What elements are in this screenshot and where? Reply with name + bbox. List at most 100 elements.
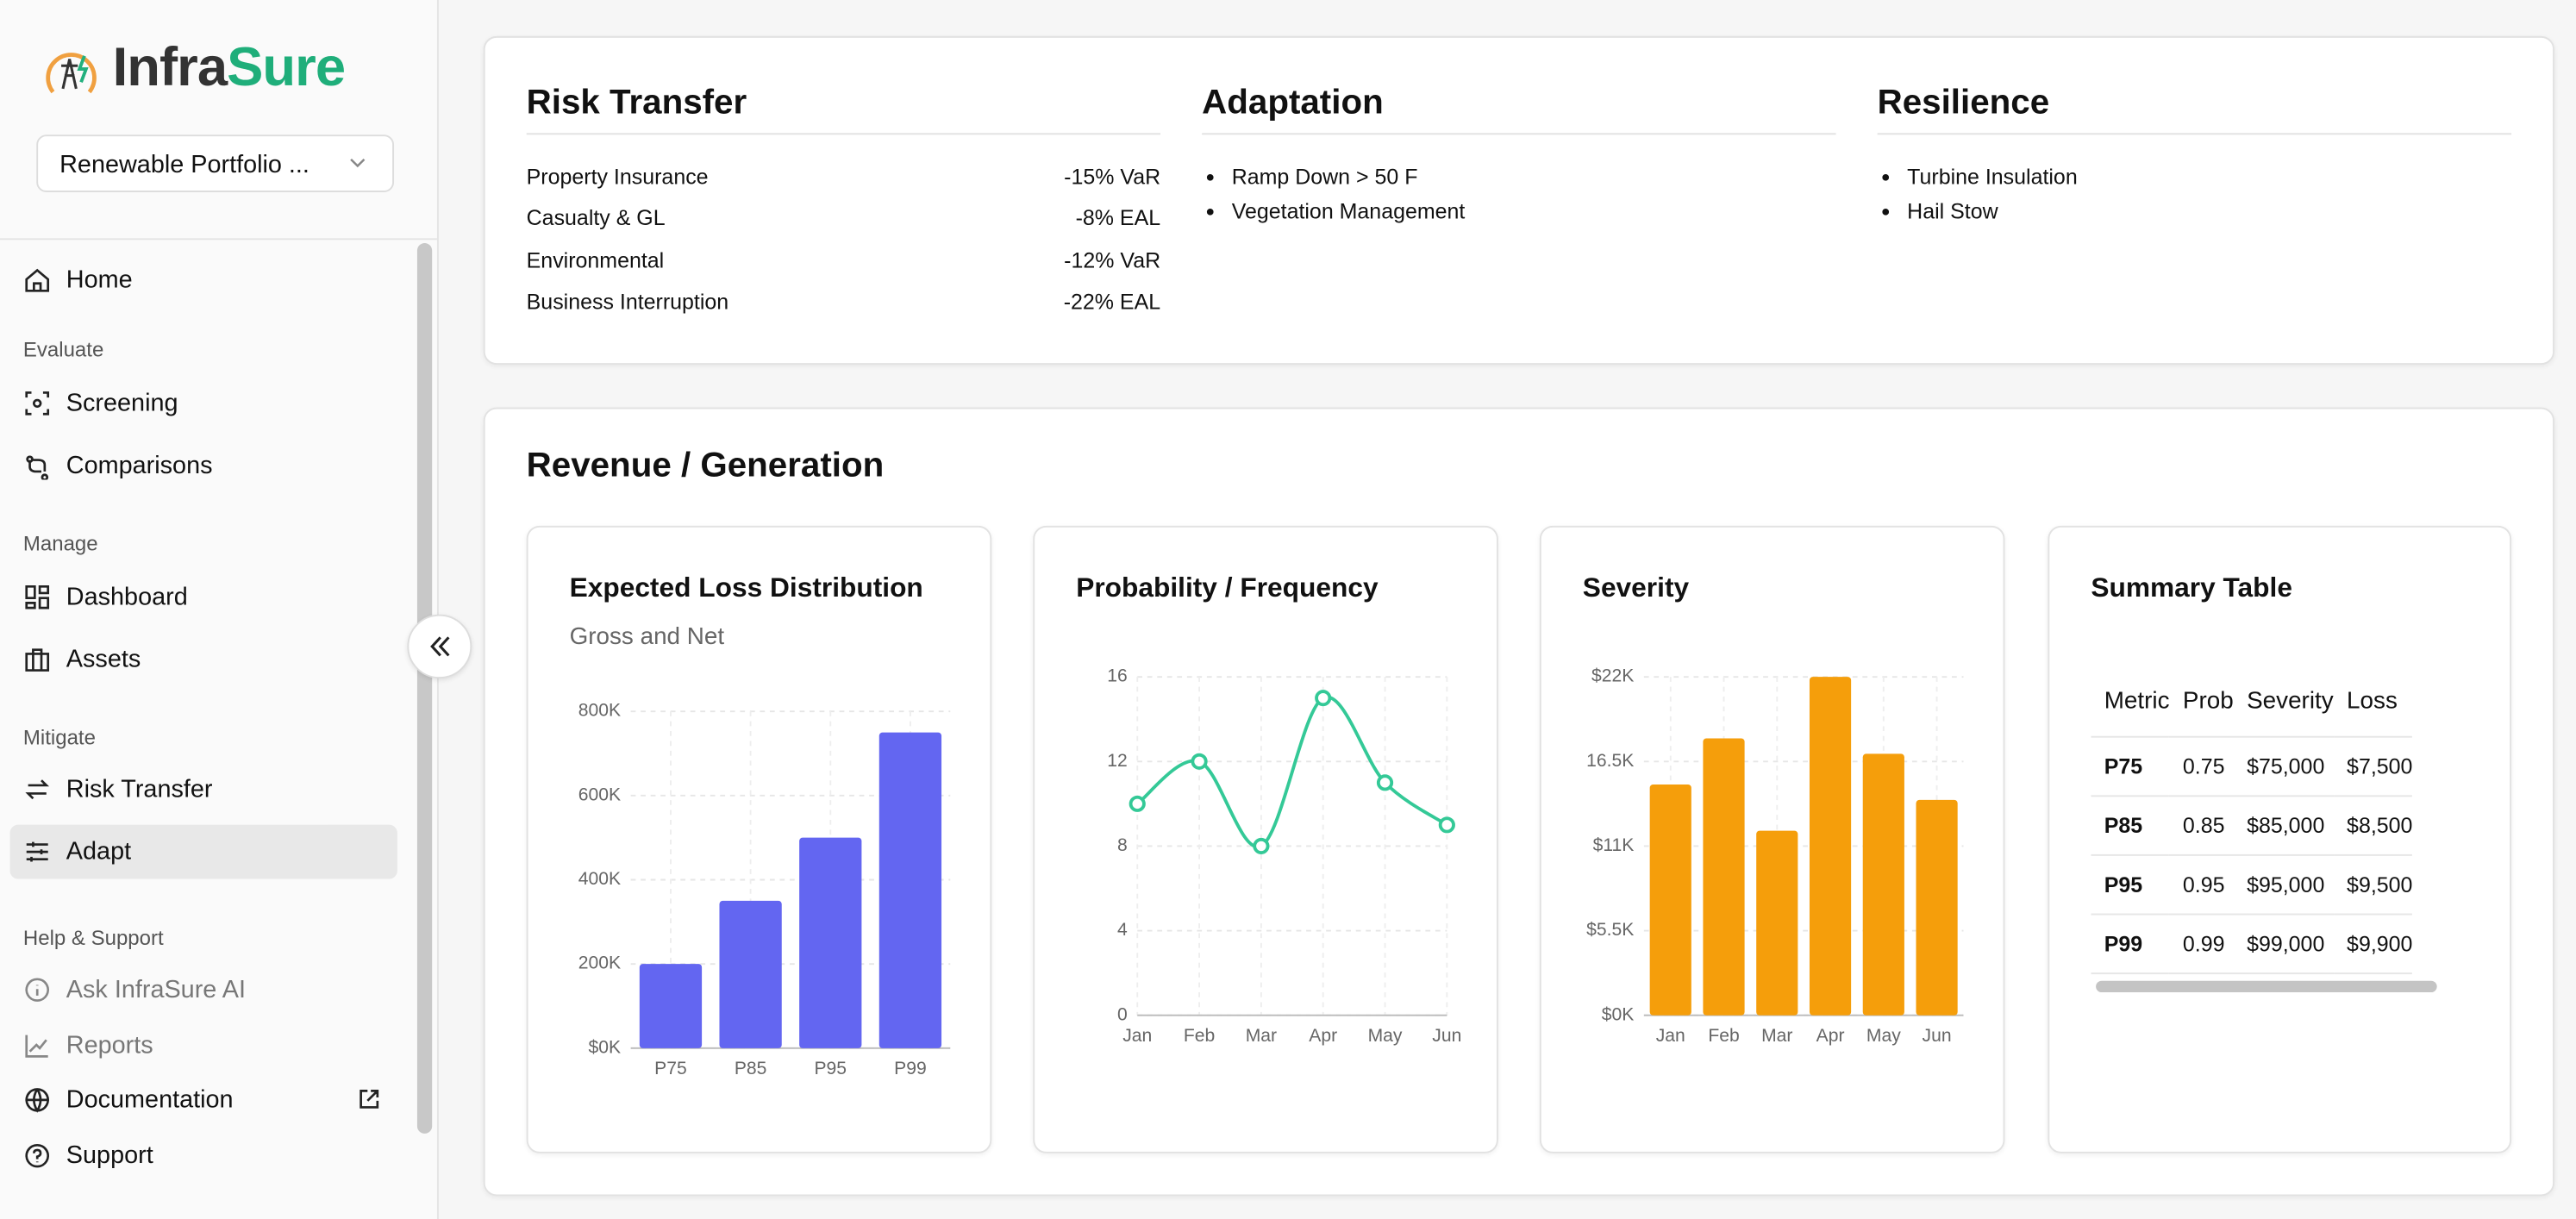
table-body: P75 0.75 $75,000 $7,500 P85 0.85 $85,000 $8,500… <box>2091 736 2413 975</box>
nav-item[interactable]: Assets <box>23 642 141 675</box>
rule <box>526 133 1161 135</box>
risk-transfer-list: Property Insurance -15% VaR Casualty & GL -… <box>527 165 1160 331</box>
collapse-button[interactable] <box>407 614 472 679</box>
table-cell: 0.75 <box>2169 736 2234 797</box>
nav-label: Documentation <box>66 1085 234 1114</box>
chart-card: Expected Loss Distribution Gross and Net $… <box>526 525 992 1153</box>
strategy-item: Vegetation Management <box>1232 199 1466 224</box>
nav-label: Dashboard <box>66 582 188 610</box>
table-cell: P99 <box>2091 914 2170 975</box>
chart: $0K 200K 400K 600K 800K P75 P85 P95 P99 <box>578 701 951 1078</box>
bar <box>1916 799 1958 1016</box>
icon-path <box>25 584 50 609</box>
nav-item[interactable]: Ask InfraSure AI <box>23 972 246 1005</box>
x-tick-label: Mar <box>1246 1026 1277 1046</box>
bar <box>1809 677 1852 1016</box>
point <box>1191 753 1208 770</box>
nav-item[interactable]: Support <box>23 1139 153 1172</box>
x-tick-label: May <box>1368 1026 1403 1046</box>
nav-icon <box>26 841 48 861</box>
icon-path <box>25 391 50 415</box>
column-header: Prob <box>2169 666 2234 738</box>
table-row: P95 0.95 $95,000 $9,500 <box>2091 854 2413 916</box>
nav-item[interactable]: Reports <box>23 1028 153 1061</box>
table-cell: $75,000 <box>2233 736 2334 797</box>
scrollbar <box>416 243 433 1134</box>
portfolio-select[interactable]: Renewable Portfolio ... <box>36 134 395 192</box>
nav-icon <box>25 1142 49 1167</box>
y-tick-label: $5.5K <box>1586 920 1634 940</box>
strategy-row: Environmental -12% VaR <box>527 247 1160 289</box>
nav-label: Screening <box>66 388 178 417</box>
nav-icon <box>25 1034 48 1057</box>
collapse-icon <box>430 636 450 657</box>
strategy-effect: -12% VaR <box>1064 247 1161 272</box>
x-tick-label: P75 <box>654 1059 687 1078</box>
bar <box>639 964 703 1048</box>
x-tick-label: Apr <box>1816 1026 1845 1046</box>
nav-item[interactable]: Documentation <box>23 1083 234 1116</box>
rule <box>1202 133 1836 135</box>
y-tick-label: 8 <box>1117 835 1128 855</box>
table-cell: P85 <box>2091 796 2170 856</box>
portfolio-label: Renewable Portfolio ... <box>59 151 309 179</box>
chart-subtitle: Gross and Net <box>569 624 725 651</box>
icon-path <box>25 977 49 1001</box>
active-highlight <box>9 824 397 879</box>
table-cell: $9,500 <box>2333 854 2413 916</box>
table-cell: 0.95 <box>2169 854 2234 916</box>
table-cell: P95 <box>2091 854 2170 916</box>
sidebar: InfraSure Renewable Portfolio ... Home Ev… <box>0 0 439 1219</box>
x-tick-label: Mar <box>1761 1026 1792 1046</box>
x-tick-label: Feb <box>1708 1026 1739 1046</box>
bar <box>799 837 862 1048</box>
nav-icon <box>26 454 49 479</box>
x-tick-label: Jan <box>1656 1026 1685 1046</box>
nav-section: Manage <box>22 532 98 556</box>
strategy-name: Property Insurance <box>526 164 709 190</box>
nav-item[interactable]: Comparisons <box>23 448 213 481</box>
chart-title: Severity <box>1582 573 1690 603</box>
y-tick-label: $0K <box>1602 1004 1635 1024</box>
nav-label: Risk Transfer <box>66 774 213 803</box>
x-tick-label: Jun <box>1923 1026 1952 1046</box>
nav-item[interactable]: Screening <box>23 386 178 419</box>
column-header: Loss <box>2333 666 2413 738</box>
nav-item[interactable]: Risk Transfer <box>23 772 213 805</box>
y-tick-label: 200K <box>578 953 621 973</box>
nav-icon <box>25 1087 49 1112</box>
nav-section: Help & Support <box>22 926 164 950</box>
icon-path <box>26 841 48 861</box>
nav-label: Support <box>66 1141 153 1169</box>
section-heading: Resilience <box>1877 84 2050 122</box>
icon-path <box>25 1087 49 1112</box>
nav-label: Comparisons <box>66 451 213 479</box>
nav-item[interactable]: Dashboard <box>23 580 188 613</box>
point <box>1253 837 1270 854</box>
chart-title: Expected Loss Distribution <box>569 573 923 603</box>
card-title: Summary Table <box>2091 573 2292 603</box>
brand-part: Sure <box>227 35 346 97</box>
nav-item[interactable]: Home <box>23 263 133 296</box>
table-cell: P75 <box>2091 736 2170 797</box>
x-tick-label: May <box>1866 1026 1901 1046</box>
nav-item[interactable]: Adapt <box>23 835 131 867</box>
table-cell: $7,500 <box>2333 736 2413 797</box>
header-row: Metric Prob Severity Loss <box>2091 666 2413 738</box>
point <box>1315 690 1332 707</box>
nav-icon <box>25 977 49 1001</box>
strategy-effect: -8% EAL <box>1075 205 1161 231</box>
bar <box>719 900 782 1048</box>
strategy-item: Ramp Down > 50 F <box>1232 165 1466 190</box>
line <box>1136 695 1448 849</box>
hscroll-thumb <box>2096 980 2437 993</box>
chart-title: Probability / Frequency <box>1076 573 1379 603</box>
nav-icon <box>25 267 50 291</box>
strategy-row: Business Interruption -22% EAL <box>527 289 1160 330</box>
table-cell: 0.85 <box>2169 796 2234 856</box>
strategy-name: Casualty & GL <box>526 205 666 231</box>
table-cell: $9,900 <box>2333 914 2413 975</box>
y-tick-label: 16.5K <box>1586 751 1634 771</box>
y-tick-label: 400K <box>578 869 621 889</box>
y-tick-label: $22K <box>1591 666 1634 686</box>
